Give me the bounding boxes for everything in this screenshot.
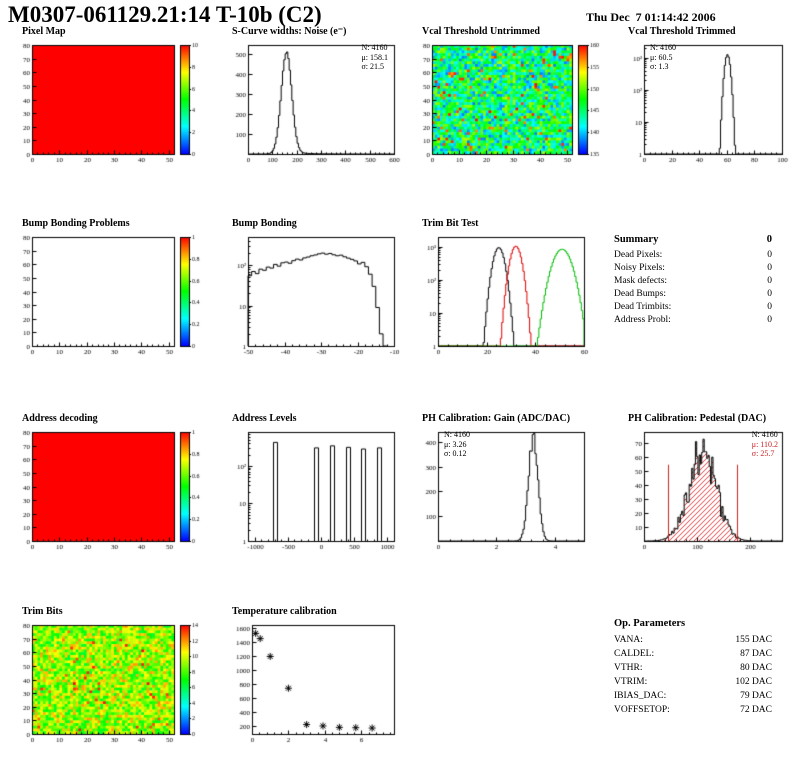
stats-mean: μ: 60.5 — [650, 52, 673, 62]
op-parameter-label: VOFFSETOP: — [614, 705, 670, 715]
stats-box: N: 4160 μ: 158.1 σ: 21.5 — [361, 43, 388, 72]
chart-title: Address decoding — [22, 413, 98, 424]
stats-entries: N: 4160 — [361, 43, 388, 52]
summary-row-value: 0 — [767, 315, 772, 325]
summary-row: Address Probl: 0 — [614, 314, 772, 327]
bump-bonding-chart — [218, 231, 404, 361]
chart-title: Address Levels — [232, 413, 297, 424]
summary-row-label: Noisy Pixels: — [614, 263, 665, 273]
summary-row: Mask defects: 0 — [614, 275, 772, 288]
op-parameter-row: VTHR: 80 DAC — [614, 661, 772, 675]
panel-vcal-untrimmed: Vcal Threshold Untrimmed — [408, 26, 608, 169]
vcal-untrimmed-chart — [408, 39, 608, 169]
summary-row: Dead Pixels: 0 — [614, 249, 772, 262]
panel-temperature: Temperature calibration — [218, 606, 404, 749]
summary-row-label: Dead Trimbits: — [614, 302, 672, 312]
stats-sigma: σ: 0.12 — [444, 449, 467, 458]
summary-row-value: 0 — [767, 250, 772, 260]
summary-row: Noisy Pixels: 0 — [614, 262, 772, 275]
ph-pedestal-chart — [614, 426, 792, 556]
panel-ph-pedestal: PH Calibration: Pedestal (DAC) N: 4160 μ… — [614, 413, 792, 556]
trim-bit-test-chart — [408, 231, 594, 361]
summary-row-value: 0 — [767, 263, 772, 273]
chart-title: Vcal Threshold Trimmed — [628, 26, 736, 37]
stats-sigma: σ: 1.3 — [650, 62, 669, 71]
summary-row-label: Mask defects: — [614, 276, 668, 286]
chart-title: Bump Bonding Problems — [22, 218, 130, 229]
stats-box: N: 4160 μ: 110.2 σ: 25.7 — [752, 430, 778, 459]
temperature-chart — [218, 619, 404, 749]
address-levels-chart — [218, 426, 404, 556]
ph-gain-chart — [408, 426, 594, 556]
op-parameter-value: 79 DAC — [740, 691, 772, 701]
stats-entries: N: 4160 — [751, 430, 778, 439]
panel-scurve-noise: S-Curve widths: Noise (e⁻) N: 4160 μ: 15… — [218, 26, 404, 169]
op-parameter-row: VOFFSETOP: 72 DAC — [614, 703, 772, 717]
panel-pixel-map: Pixel Map — [8, 26, 210, 169]
chart-title: Temperature calibration — [232, 606, 337, 617]
address-decoding-chart — [8, 426, 210, 556]
op-parameter-row: VTRIM: 102 DAC — [614, 675, 772, 689]
chart-title: S-Curve widths: Noise (e⁻) — [232, 26, 347, 37]
op-parameter-value: 80 DAC — [740, 663, 772, 673]
panel-trim-bit-test: Trim Bit Test — [408, 218, 594, 361]
op-parameter-value: 102 DAC — [735, 677, 772, 687]
summary-row: Dead Bumps: 0 — [614, 288, 772, 301]
chart-title: Trim Bits — [22, 606, 63, 617]
panel-address-levels: Address Levels — [218, 413, 404, 556]
chart-title: Bump Bonding — [232, 218, 297, 229]
stats-entries: N: 4160 — [444, 430, 470, 439]
trim-bits-chart — [8, 619, 210, 749]
summary-row-value: 0 — [767, 276, 772, 286]
summary-row-label: Dead Bumps: — [614, 289, 666, 299]
stats-box: N: 4160 μ: 60.5 σ: 1.3 — [650, 43, 676, 72]
op-parameter-label: IBIAS_DAC: — [614, 691, 667, 701]
stats-entries: N: 4160 — [650, 43, 676, 52]
stats-box: N: 4160 μ: 3.26 σ: 0.12 — [444, 430, 470, 459]
op-parameter-value: 155 DAC — [735, 635, 772, 645]
timestamp: Thu Dec 7 01:14:42 2006 — [586, 10, 716, 24]
summary-panel: Summary 0 Dead Pixels: 0 Noisy Pixels: 0 M… — [614, 234, 772, 327]
op-parameter-row: IBIAS_DAC: 79 DAC — [614, 689, 772, 703]
scurve-noise-chart — [218, 39, 404, 169]
summary-title: Summary — [614, 234, 659, 245]
summary-row-value: 0 — [767, 289, 772, 299]
vcal-trimmed-chart — [614, 39, 792, 169]
op-parameter-label: VTHR: — [614, 663, 643, 673]
panel-address-decoding: Address decoding — [8, 413, 210, 556]
stats-sigma: σ: 25.7 — [751, 449, 775, 458]
panel-ph-gain: PH Calibration: Gain (ADC/DAC) N: 4160 μ… — [408, 413, 594, 556]
page-title: M0307-061129.21:14 T-10b (C2) — [8, 2, 322, 27]
pixel-map-chart — [8, 39, 210, 169]
stats-mean: μ: 158.1 — [361, 52, 388, 62]
summary-row-value: 0 — [767, 302, 772, 312]
summary-row-label: Address Probl: — [614, 315, 671, 325]
op-parameter-value: 87 DAC — [740, 649, 772, 659]
stats-mean: μ: 110.2 — [751, 439, 778, 449]
panel-bump-bonding: Bump Bonding — [218, 218, 404, 361]
chart-title: Vcal Threshold Untrimmed — [422, 26, 540, 37]
panel-trim-bits: Trim Bits — [8, 606, 210, 749]
bump-problems-chart — [8, 231, 210, 361]
op-parameter-label: CALDEL: — [614, 649, 655, 659]
op-parameter-row: VANA: 155 DAC — [614, 633, 772, 647]
chart-title: Pixel Map — [22, 26, 66, 37]
op-parameter-value: 72 DAC — [740, 705, 772, 715]
chart-title: PH Calibration: Gain (ADC/DAC) — [422, 413, 571, 424]
op-parameter-label: VANA: — [614, 635, 643, 645]
panel-vcal-trimmed: Vcal Threshold Trimmed N: 4160 μ: 60.5 σ… — [614, 26, 792, 169]
summary-total: 0 — [766, 234, 772, 245]
chart-title: PH Calibration: Pedestal (DAC) — [628, 413, 767, 424]
op-parameters-title: Op. Parameters — [614, 618, 686, 629]
summary-row: Dead Trimbits: 0 — [614, 301, 772, 314]
op-parameter-row: CALDEL: 87 DAC — [614, 647, 772, 661]
chart-title: Trim Bit Test — [422, 218, 479, 229]
summary-row-label: Dead Pixels: — [614, 250, 663, 260]
op-parameters-panel: Op. Parameters VANA: 155 DAC CALDEL: 87 DA… — [614, 618, 772, 717]
stats-sigma: σ: 21.5 — [361, 62, 385, 71]
panel-bump-problems: Bump Bonding Problems — [8, 218, 210, 361]
op-parameter-label: VTRIM: — [614, 677, 648, 687]
stats-mean: μ: 3.26 — [444, 439, 467, 449]
